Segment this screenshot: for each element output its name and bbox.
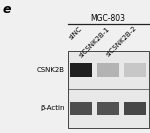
Text: siCSNK2B-1: siCSNK2B-1 [78,25,111,58]
Bar [124,102,146,115]
Text: MGC-803: MGC-803 [90,14,126,23]
Text: β-Actin: β-Actin [40,105,64,111]
Text: siCSNK2B-2: siCSNK2B-2 [105,25,138,58]
Bar [70,102,92,115]
Bar [97,63,119,77]
Text: siNC: siNC [68,25,84,41]
Bar [97,102,119,115]
Bar [70,63,92,77]
Text: e: e [3,3,12,16]
Text: CSNK2B: CSNK2B [36,67,64,73]
Bar [68,51,148,128]
Bar [124,63,146,77]
